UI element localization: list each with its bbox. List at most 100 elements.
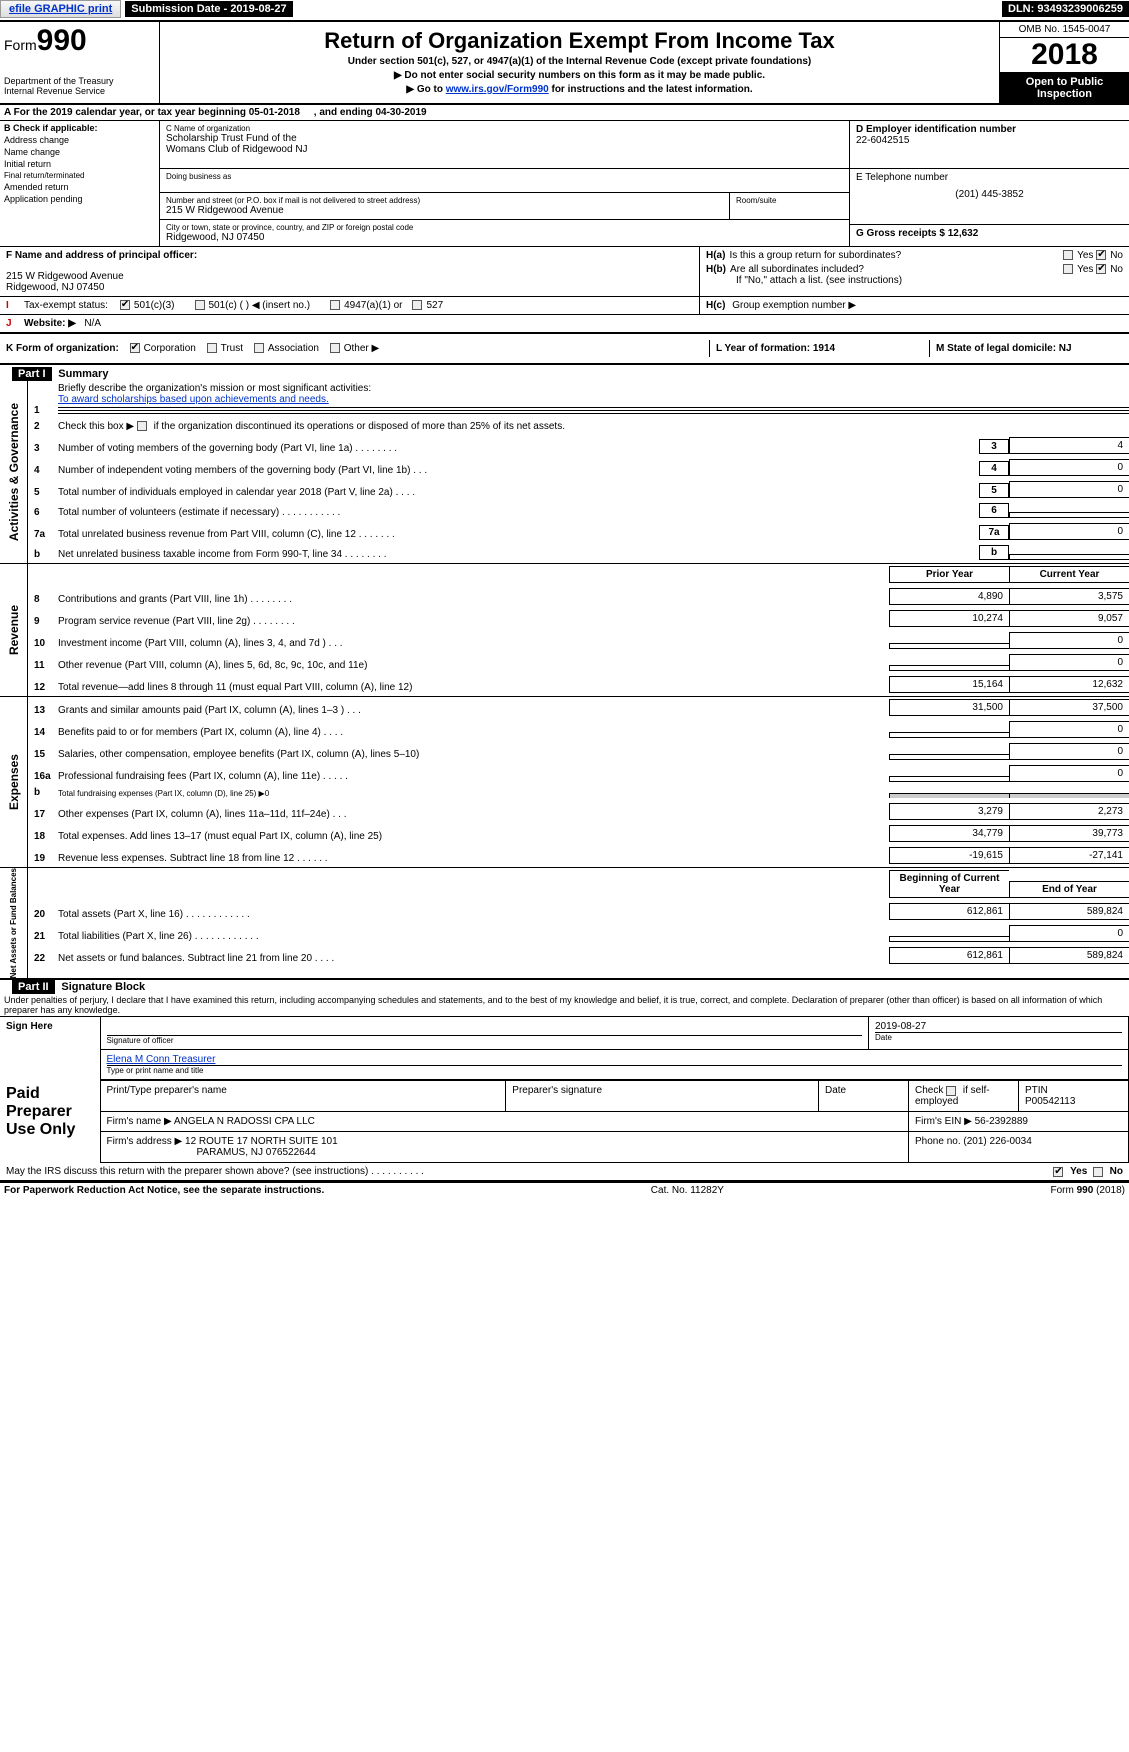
self-employed-checkbox[interactable] xyxy=(946,1086,956,1096)
k-row: K Form of organization: Corporation Trus… xyxy=(0,334,1129,365)
summary-line: 11Other revenue (Part VIII, column (A), … xyxy=(28,652,1129,674)
summary-line: 8Contributions and grants (Part VIII, li… xyxy=(28,586,1129,608)
line-2-checkbox[interactable] xyxy=(137,421,147,431)
hc-label: H(c) xyxy=(706,300,725,311)
firm-phone: (201) 226-0034 xyxy=(963,1136,1031,1147)
section-net: Net Assets or Fund Balances Beginning of… xyxy=(0,868,1129,980)
hb-no-checkbox[interactable] xyxy=(1096,264,1106,274)
officer-title-label: Type or print name and title xyxy=(107,1065,1123,1075)
prep-col2: Preparer's signature xyxy=(506,1081,819,1112)
part-ii-header: Part II Signature Block xyxy=(0,980,1129,994)
m-state: M State of legal domicile: NJ xyxy=(929,340,1129,357)
perjury-statement: Under penalties of perjury, I declare th… xyxy=(0,994,1129,1017)
summary-line: 3Number of voting members of the governi… xyxy=(28,435,1129,457)
vlabel-net: Net Assets or Fund Balances xyxy=(9,868,18,978)
hdr-beg: Beginning of Current Year xyxy=(889,870,1009,898)
firm-ein: 56-2392889 xyxy=(975,1116,1028,1127)
footer-right: Form 990 (2018) xyxy=(1051,1185,1125,1196)
i-row: I Tax-exempt status: 501(c)(3) 501(c) ( … xyxy=(0,297,1129,315)
vlabel-rev: Revenue xyxy=(7,605,21,655)
sig-officer-label: Signature of officer xyxy=(107,1035,863,1045)
footer: For Paperwork Reduction Act Notice, see … xyxy=(0,1182,1129,1198)
summary-line: 14Benefits paid to or for members (Part … xyxy=(28,719,1129,741)
firm-phone-label: Phone no. xyxy=(915,1136,961,1147)
summary-line: 7aTotal unrelated business revenue from … xyxy=(28,521,1129,543)
firm-name: ANGELA N RADOSSI CPA LLC xyxy=(174,1116,315,1127)
summary-line: 16aProfessional fundraising fees (Part I… xyxy=(28,763,1129,785)
summary-line: 10Investment income (Part VIII, column (… xyxy=(28,630,1129,652)
footer-left: For Paperwork Reduction Act Notice, see … xyxy=(4,1185,324,1196)
phone: (201) 445-3852 xyxy=(856,189,1123,200)
open-public-badge: Open to Public Inspection xyxy=(1000,73,1129,103)
discuss-no-checkbox[interactable] xyxy=(1093,1167,1103,1177)
irs-link[interactable]: www.irs.gov/Form990 xyxy=(446,84,549,95)
e-label: E Telephone number xyxy=(856,172,1123,183)
k-other-checkbox[interactable] xyxy=(330,343,340,353)
hb-yes-checkbox[interactable] xyxy=(1063,264,1073,274)
dln: DLN: 93493239006259 xyxy=(1002,1,1129,17)
hb-note: If "No," attach a list. (see instruction… xyxy=(736,275,1123,286)
tax-exempt-label: Tax-exempt status: xyxy=(24,300,108,311)
sign-here-table: Sign Here Signature of officer 2019-08-2… xyxy=(0,1017,1129,1080)
summary-line: 20Total assets (Part X, line 16) . . . .… xyxy=(28,901,1129,923)
summary-line: 21Total liabilities (Part X, line 26) . … xyxy=(28,923,1129,945)
prep-col3: Date xyxy=(819,1081,909,1112)
k-assoc-checkbox[interactable] xyxy=(254,343,264,353)
501c3-checkbox[interactable] xyxy=(120,300,130,310)
top-bar: efile GRAPHIC print Submission Date - 20… xyxy=(0,0,1129,18)
row-a: A For the 2019 calendar year, or tax yea… xyxy=(0,105,1129,121)
summary-line: bTotal fundraising expenses (Part IX, co… xyxy=(28,785,1129,801)
ha-no-checkbox[interactable] xyxy=(1096,250,1106,260)
vlabel-exp: Expenses xyxy=(7,754,21,810)
section-ag: Activities & Governance 1Briefly describ… xyxy=(0,381,1129,564)
summary-line: 5Total number of individuals employed in… xyxy=(28,479,1129,501)
f-label: F Name and address of principal officer: xyxy=(6,250,693,261)
sig-date: 2019-08-27 xyxy=(875,1021,1122,1032)
vlabel-ag: Activities & Governance xyxy=(7,403,21,541)
tax-year: 2018 xyxy=(1000,37,1129,73)
city: Ridgewood, NJ 07450 xyxy=(166,232,843,243)
ha-yes-checkbox[interactable] xyxy=(1063,250,1073,260)
part-i-header: Part I Summary xyxy=(0,365,1129,381)
summary-line: 18Total expenses. Add lines 13–17 (must … xyxy=(28,823,1129,845)
ein: 22-6042515 xyxy=(856,135,1123,146)
hdr-curr: Current Year xyxy=(1009,566,1129,583)
discuss-yes-checkbox[interactable] xyxy=(1053,1167,1063,1177)
hb-label: H(b) xyxy=(706,264,726,275)
sig-date-label: Date xyxy=(875,1032,1122,1042)
527-checkbox[interactable] xyxy=(412,300,422,310)
org-name-2: Womans Club of Ridgewood NJ xyxy=(166,144,843,155)
k-corp-checkbox[interactable] xyxy=(130,343,140,353)
header-grid: B Check if applicable: Address change Na… xyxy=(0,121,1129,247)
mission-link[interactable]: To award scholarships based upon achieve… xyxy=(58,394,329,405)
efile-link[interactable]: efile GRAPHIC print xyxy=(0,0,121,18)
ptin: P00542113 xyxy=(1025,1096,1075,1107)
form-number: 990 xyxy=(37,24,87,57)
k-trust-checkbox[interactable] xyxy=(207,343,217,353)
dept-label: Department of the Treasury Internal Reve… xyxy=(4,76,155,96)
summary-line: 13Grants and similar amounts paid (Part … xyxy=(28,697,1129,719)
f-h-row: F Name and address of principal officer:… xyxy=(0,247,1129,297)
summary-line: bNet unrelated business taxable income f… xyxy=(28,543,1129,563)
d-label: D Employer identification number xyxy=(856,124,1123,135)
501c-checkbox[interactable] xyxy=(195,300,205,310)
omb-number: OMB No. 1545-0047 xyxy=(1000,22,1129,37)
officer-name-link[interactable]: Elena M Conn Treasurer xyxy=(107,1054,216,1065)
k-label: K Form of organization: xyxy=(6,343,119,354)
4947-checkbox[interactable] xyxy=(330,300,340,310)
firm-addr2: PARAMUS, NJ 076522644 xyxy=(197,1147,316,1158)
opt-final: Final return/terminated xyxy=(4,171,84,180)
summary-line: 6Total number of volunteers (estimate if… xyxy=(28,501,1129,521)
prep-col4: Check if self-employed xyxy=(909,1081,1019,1112)
form-title: Return of Organization Exempt From Incom… xyxy=(164,28,995,54)
f-addr2: Ridgewood, NJ 07450 xyxy=(6,282,693,293)
summary-line: 17Other expenses (Part IX, column (A), l… xyxy=(28,801,1129,823)
b-label: B Check if applicable: xyxy=(4,123,155,133)
form-label: Form xyxy=(4,37,37,53)
i-marker: I xyxy=(6,300,24,311)
f-addr1: 215 W Ridgewood Avenue xyxy=(6,271,693,282)
summary-line: 12Total revenue—add lines 8 through 11 (… xyxy=(28,674,1129,696)
paid-preparer-label: Paid Preparer Use Only xyxy=(0,1081,100,1163)
firm-ein-label: Firm's EIN ▶ xyxy=(915,1116,972,1127)
j-marker: J xyxy=(6,318,24,329)
